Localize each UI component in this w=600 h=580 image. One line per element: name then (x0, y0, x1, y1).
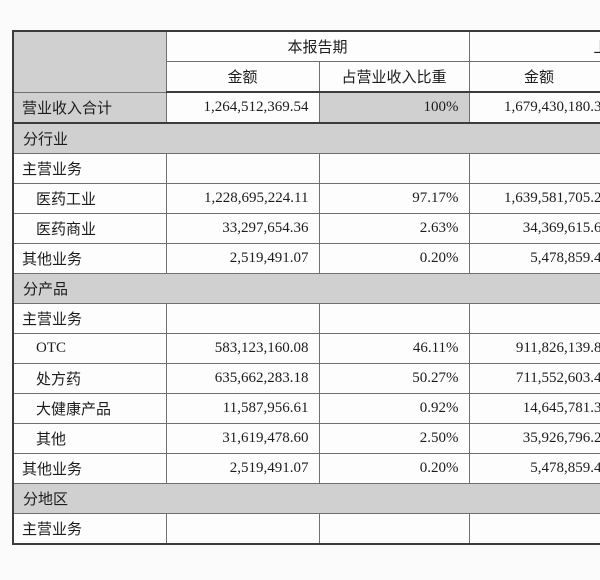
cell-label: 医药商业 (12, 213, 167, 244)
col-header-prior-amount: 金额 (468, 61, 600, 93)
cell-amount: 583,123,160.08 (165, 333, 320, 364)
cell-amount: 33,297,654.36 (165, 213, 320, 244)
cell-prior-amount: 711,552,603.4 (468, 363, 600, 394)
section-band-label: 分行业 (12, 122, 600, 154)
cell-ratio (318, 303, 470, 334)
cell-amount: 11,587,956.61 (165, 393, 320, 424)
table-row: 医药商业 33,297,654.36 2.63% 34,369,615.6 (12, 213, 600, 244)
section-band-label: 分地区 (12, 483, 600, 514)
cell-label: 其他业务 (12, 453, 167, 484)
cell-ratio: 0.20% (318, 243, 470, 274)
cell-ratio: 97.17% (318, 183, 470, 214)
cell-prior-amount (468, 303, 600, 334)
cell-label: 其他 (12, 423, 167, 454)
table-row: 其他业务 2,519,491.07 0.20% 5,478,859.4 (12, 243, 600, 274)
col-header-prior-period: 上 (468, 30, 600, 62)
cell-label: 主营业务 (12, 153, 167, 184)
table-row: 医药工业 1,228,695,224.11 97.17% 1,639,581,705.… (12, 183, 600, 214)
table-row: OTC 583,123,160.08 46.11% 911,826,139.8 (12, 333, 600, 364)
table-row: 其他 31,619,478.60 2.50% 35,926,796.2 (12, 423, 600, 454)
cell-prior-amount (468, 513, 600, 545)
table-row: 主营业务 (12, 303, 600, 334)
cell-prior-amount: 35,926,796.2 (468, 423, 600, 454)
cell-label: 处方药 (12, 363, 167, 394)
cell-amount: 2,519,491.07 (165, 243, 320, 274)
corner-cell (12, 30, 167, 93)
cell-ratio: 50.27% (318, 363, 470, 394)
table-header: 本报告期 上 金额 占营业收入比重 金额 (12, 30, 600, 93)
cell-amount: 31,619,478.60 (165, 423, 320, 454)
cell-label: 主营业务 (12, 513, 167, 545)
cell-prior-amount: 5,478,859.4 (468, 453, 600, 484)
table-row: 营业收入合计 1,264,512,369.54 100% 1,679,430,180.… (12, 91, 600, 124)
cell-ratio: 0.20% (318, 453, 470, 484)
col-header-ratio: 占营业收入比重 (318, 61, 470, 93)
cell-label: 其他业务 (12, 243, 167, 274)
cell-amount (165, 153, 320, 184)
cell-prior-amount (468, 153, 600, 184)
cell-prior-amount: 911,826,139.8 (468, 333, 600, 364)
cell-amount: 2,519,491.07 (165, 453, 320, 484)
section-band-row: 分行业 (12, 122, 600, 154)
cell-amount: 635,662,283.18 (165, 363, 320, 394)
cell-amount (165, 303, 320, 334)
header-row-periods: 本报告期 上 (12, 30, 600, 93)
cell-label: 医药工业 (12, 183, 167, 214)
cell-prior-amount: 1,679,430,180.3 (468, 91, 600, 124)
section-band-label: 分产品 (12, 273, 600, 304)
cell-label: 营业收入合计 (12, 91, 167, 124)
cell-ratio (318, 153, 470, 184)
section-band-row: 分地区 (12, 483, 600, 514)
col-header-current-period: 本报告期 (165, 30, 470, 62)
table-row: 大健康产品 11,587,956.61 0.92% 14,645,781.3 (12, 393, 600, 424)
col-header-amount: 金额 (165, 61, 320, 93)
cell-amount: 1,228,695,224.11 (165, 183, 320, 214)
table-body: 营业收入合计 1,264,512,369.54 100% 1,679,430,180.… (12, 91, 600, 545)
cell-ratio: 46.11% (318, 333, 470, 364)
cell-ratio: 0.92% (318, 393, 470, 424)
cell-prior-amount: 14,645,781.3 (468, 393, 600, 424)
cell-label: OTC (12, 333, 167, 364)
cell-prior-amount: 1,639,581,705.2 (468, 183, 600, 214)
revenue-breakdown-table: 本报告期 上 金额 占营业收入比重 金额 营业收入合计1,264,512,369… (12, 30, 600, 545)
cell-prior-amount: 5,478,859.4 (468, 243, 600, 274)
cell-prior-amount: 34,369,615.6 (468, 213, 600, 244)
table-row: 主营业务 (12, 513, 600, 545)
cell-label: 大健康产品 (12, 393, 167, 424)
cell-ratio: 100% (318, 91, 470, 124)
table-row: 处方药 635,662,283.18 50.27% 711,552,603.4 (12, 363, 600, 394)
cell-ratio (318, 513, 470, 545)
table-row: 其他业务 2,519,491.07 0.20% 5,478,859.4 (12, 453, 600, 484)
section-band-row: 分产品 (12, 273, 600, 304)
cell-label: 主营业务 (12, 303, 167, 334)
cell-ratio: 2.50% (318, 423, 470, 454)
cell-amount (165, 513, 320, 545)
cell-amount: 1,264,512,369.54 (165, 91, 320, 124)
cell-ratio: 2.63% (318, 213, 470, 244)
table-row: 主营业务 (12, 153, 600, 184)
header-row-measures: 金额 占营业收入比重 金额 (13, 61, 600, 93)
